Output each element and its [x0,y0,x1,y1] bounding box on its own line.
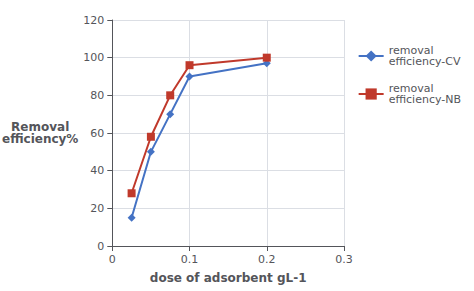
svg-text:efficiency%: efficiency% [2,132,78,146]
svg-text:40: 40 [90,164,104,177]
svg-text:Removal: Removal [11,120,70,134]
svg-text:removal: removal [388,44,434,57]
svg-text:efficiency-NB: efficiency-NB [389,93,461,106]
svg-text:0.3: 0.3 [335,253,353,266]
svg-text:80: 80 [90,89,104,102]
svg-text:dose of adsorbent gL-1: dose of adsorbent gL-1 [150,271,307,285]
svg-text:0: 0 [109,253,116,266]
svg-text:0: 0 [97,240,104,253]
svg-text:100: 100 [83,51,104,64]
svg-text:efficiency-CV: efficiency-CV [389,55,461,68]
svg-text:0.1: 0.1 [181,253,199,266]
svg-text:60: 60 [90,127,104,140]
svg-text:0.2: 0.2 [258,253,276,266]
svg-text:20: 20 [90,202,104,215]
svg-text:removal: removal [388,82,434,95]
svg-text:120: 120 [83,14,104,27]
